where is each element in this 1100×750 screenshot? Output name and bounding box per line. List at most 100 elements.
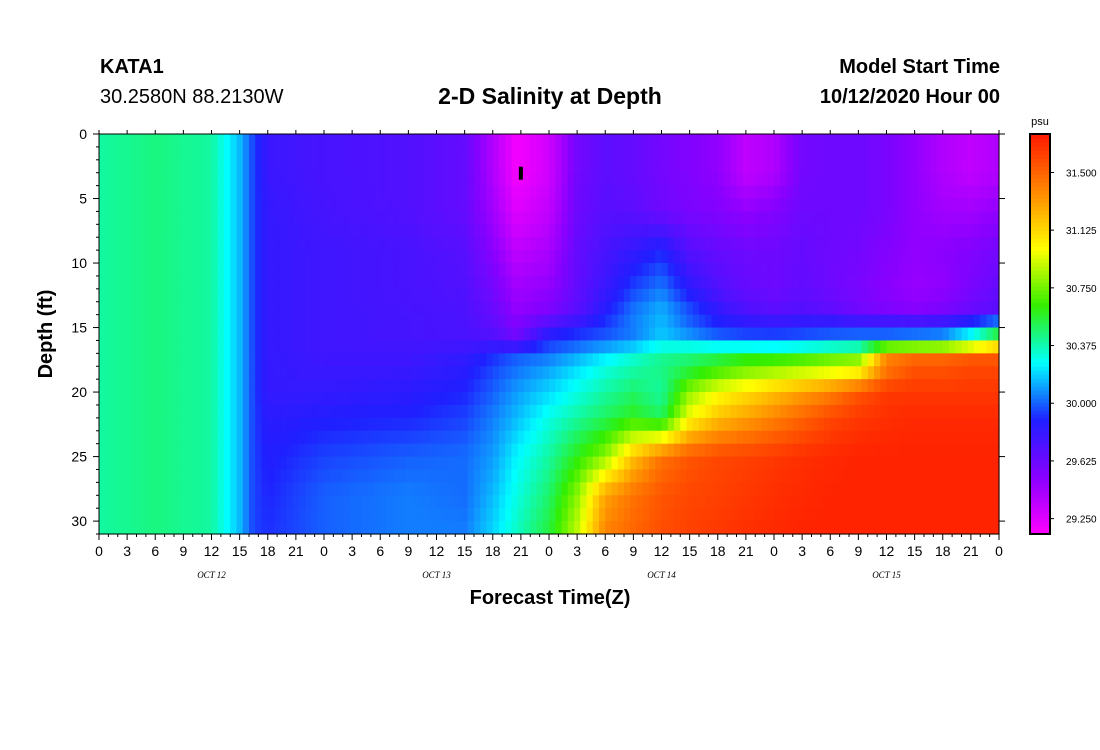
heatmap-cell <box>405 185 413 200</box>
heatmap-cell <box>705 353 713 367</box>
heatmap-cell <box>611 417 619 432</box>
heatmap-cell <box>186 146 194 161</box>
heatmap-cell <box>455 443 463 458</box>
heatmap-cell <box>255 146 263 161</box>
heatmap-cell <box>392 198 400 213</box>
heatmap-cell <box>299 301 306 316</box>
heatmap-cell <box>736 198 744 213</box>
heatmap-cell <box>486 469 494 483</box>
heatmap-cell <box>849 172 856 187</box>
heatmap-cell <box>936 495 944 509</box>
heatmap-cell <box>242 146 250 161</box>
heatmap-cell <box>617 392 625 406</box>
heatmap-cell <box>767 469 775 483</box>
heatmap-cell <box>655 211 663 225</box>
heatmap-cell <box>986 314 994 329</box>
heatmap-cell <box>655 224 663 238</box>
heatmap-cell <box>411 224 419 238</box>
heatmap-cell <box>336 417 344 432</box>
x-tick-label: 6 <box>601 543 609 559</box>
heatmap-cell <box>667 379 675 393</box>
heatmap-cell <box>799 159 806 174</box>
heatmap-cell <box>874 250 881 264</box>
heatmap-cell <box>130 301 138 316</box>
heatmap-cell <box>824 185 831 200</box>
heatmap-cell <box>799 224 806 238</box>
heatmap-cell <box>99 275 106 290</box>
heatmap-cell <box>517 456 525 471</box>
heatmap-cell <box>142 275 150 290</box>
colorbar-segment <box>1030 258 1050 263</box>
heatmap-cell <box>111 327 119 342</box>
colorbar-segment <box>1030 518 1050 523</box>
heatmap-cell <box>224 340 231 354</box>
heatmap-cell <box>792 366 800 380</box>
heatmap-cell <box>467 366 475 380</box>
heatmap-cell <box>149 443 156 458</box>
heatmap-cell <box>149 521 156 535</box>
heatmap-cell <box>292 211 300 225</box>
heatmap-cell <box>492 353 500 367</box>
heatmap-cell <box>686 521 694 535</box>
heatmap-cell <box>411 443 419 458</box>
heatmap-cell <box>680 456 688 471</box>
heatmap-cell <box>949 430 956 445</box>
heatmap-cell <box>830 417 838 432</box>
heatmap-cell <box>174 237 181 251</box>
heatmap-cell <box>799 211 806 225</box>
heatmap-cell <box>667 146 675 161</box>
heatmap-cell <box>136 263 144 277</box>
heatmap-cell <box>336 172 344 187</box>
heatmap-cell <box>824 495 831 509</box>
heatmap-cell <box>355 224 363 238</box>
heatmap-cell <box>374 353 381 367</box>
heatmap-cell <box>692 263 700 277</box>
heatmap-cell <box>580 263 588 277</box>
heatmap-cell <box>280 275 288 290</box>
heatmap-cell <box>586 456 594 471</box>
heatmap-cell <box>624 430 631 445</box>
heatmap-cell <box>386 159 394 174</box>
heatmap-cell <box>130 185 138 200</box>
heatmap-cell <box>111 456 119 471</box>
heatmap-cell <box>174 172 181 187</box>
heatmap-cell <box>505 430 513 445</box>
colorbar-segment <box>1030 366 1050 371</box>
heatmap-cell <box>567 263 575 277</box>
heatmap-cell <box>536 417 544 432</box>
heatmap-cell <box>761 430 769 445</box>
heatmap-cell <box>936 211 944 225</box>
heatmap-cell <box>980 379 988 393</box>
heatmap-cell <box>474 495 481 509</box>
heatmap-cell <box>711 159 719 174</box>
heatmap-cell <box>355 508 363 522</box>
heatmap-cell <box>211 263 219 277</box>
heatmap-cell <box>486 250 494 264</box>
heatmap-cell <box>624 327 631 342</box>
heatmap-cell <box>586 198 594 213</box>
heatmap-cell <box>874 482 881 496</box>
heatmap-cell <box>461 443 469 458</box>
heatmap-cell <box>99 495 106 509</box>
heatmap-cell <box>961 146 969 161</box>
heatmap-cell <box>649 185 656 200</box>
heatmap-cell <box>436 327 444 342</box>
heatmap-cell <box>792 392 800 406</box>
heatmap-cell <box>705 379 713 393</box>
heatmap-cell <box>392 340 400 354</box>
heatmap-cell <box>755 521 763 535</box>
heatmap-cell <box>886 469 894 483</box>
heatmap-cell <box>455 392 463 406</box>
heatmap-cell <box>461 404 469 419</box>
heatmap-cell <box>124 327 131 342</box>
heatmap-cell <box>524 146 531 161</box>
heatmap-cell <box>711 250 719 264</box>
heatmap-cell <box>492 172 500 187</box>
heatmap-cell <box>424 237 431 251</box>
heatmap-cell <box>649 508 656 522</box>
heatmap-cell <box>886 314 894 329</box>
heatmap-cell <box>805 340 813 354</box>
heatmap-cell <box>405 443 413 458</box>
station-id: KATA1 <box>100 56 164 78</box>
heatmap-cell <box>430 508 438 522</box>
